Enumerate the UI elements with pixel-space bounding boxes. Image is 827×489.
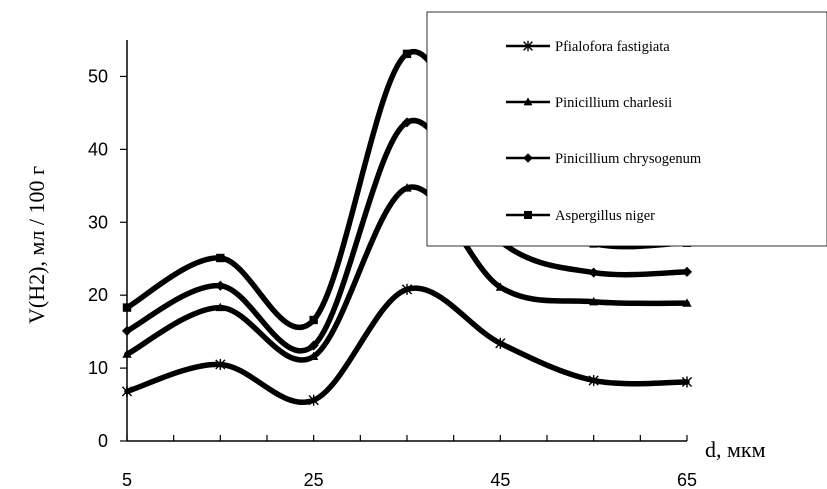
legend-item: Pinicillium charlesii <box>506 95 672 111</box>
y-tick-label: 10 <box>88 358 108 378</box>
data-point <box>402 49 412 59</box>
data-point <box>122 303 132 312</box>
y-tick-label: 40 <box>88 139 108 159</box>
data-point <box>401 283 413 295</box>
data-point <box>588 267 599 278</box>
legend-marker <box>524 211 532 219</box>
legend-item: Aspergillus niger <box>506 208 655 224</box>
data-point <box>681 376 693 388</box>
legend-item: Pfialofora fastigiata <box>506 39 670 55</box>
x-axis: 5 25 45 65 <box>122 435 697 489</box>
data-point <box>588 374 599 387</box>
y-tick-label: 0 <box>98 431 108 451</box>
data-point <box>308 340 319 351</box>
data-point <box>216 253 225 263</box>
y-tick-label: 50 <box>88 66 108 86</box>
legend-label: Pinicillium chrysogenum <box>555 151 702 167</box>
x-tick-label: 65 <box>677 470 697 489</box>
data-point <box>215 302 225 312</box>
y-tick-label: 20 <box>88 285 108 305</box>
series-star <box>121 283 693 406</box>
data-point <box>215 358 226 370</box>
data-point <box>495 282 505 291</box>
legend-box <box>426 11 827 247</box>
data-point <box>309 315 318 325</box>
legend-label: Pfialofora fastigiata <box>555 39 670 55</box>
legend-marker <box>523 153 533 163</box>
data-point <box>401 117 413 128</box>
data-point <box>215 280 226 291</box>
data-point <box>402 183 412 192</box>
legend-marker <box>523 40 533 52</box>
data-point <box>589 296 599 306</box>
data-point <box>681 266 693 277</box>
y-axis-title: V(H2), мл / 100 г <box>24 166 49 324</box>
legend: Pfialofora fastigiata Pinicillium charles… <box>426 11 827 247</box>
x-tick-label: 45 <box>490 470 510 489</box>
data-point <box>121 325 133 336</box>
series-triangle <box>122 183 692 363</box>
legend-marker <box>523 97 533 106</box>
x-tick-label: 5 <box>122 470 132 489</box>
data-point <box>122 349 132 358</box>
y-tick-label: 30 <box>88 212 108 232</box>
y-axis: 0 10 20 30 40 50 <box>88 40 128 451</box>
data-point <box>309 351 319 360</box>
data-point <box>308 394 319 406</box>
series-line <box>124 285 690 405</box>
data-point <box>121 385 133 397</box>
series-line <box>124 117 690 354</box>
x-tick-label: 25 <box>304 470 324 489</box>
legend-item: Pinicillium chrysogenum <box>506 151 702 167</box>
legend-label: Aspergillus niger <box>555 208 655 224</box>
x-axis-title: d, мкм <box>705 437 766 462</box>
data-point <box>495 337 506 349</box>
data-point <box>682 298 692 307</box>
legend-label: Pinicillium charlesii <box>555 95 672 111</box>
